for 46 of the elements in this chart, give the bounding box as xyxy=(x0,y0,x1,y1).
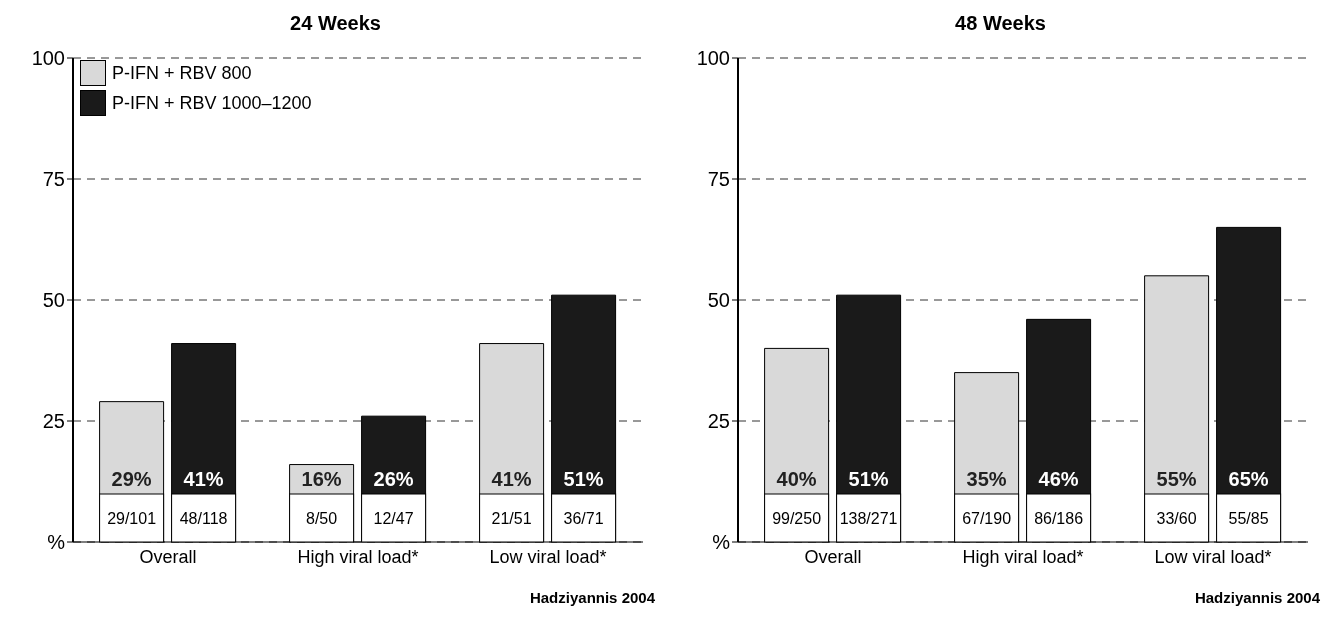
annotation: 99/250 xyxy=(772,510,822,527)
x-tick-label: Low viral load* xyxy=(489,546,607,567)
data-label: 26% xyxy=(373,468,414,490)
data-label: 29% xyxy=(111,468,152,490)
annotation: 12/47 xyxy=(373,510,414,527)
text: Hadziyannis 2004 xyxy=(1194,589,1320,606)
annotation: 29/101 xyxy=(107,510,157,527)
x-tick-label: High viral load* xyxy=(297,546,419,567)
annotation: 8/50 xyxy=(306,510,338,527)
data-label: 65% xyxy=(1228,468,1269,490)
data-label: 40% xyxy=(776,468,817,490)
legend-label: P-IFN + RBV 1000–1200 xyxy=(112,92,312,114)
legend-label: P-IFN + RBV 800 xyxy=(112,62,252,84)
data-label: 55% xyxy=(1156,468,1197,490)
annotation: 55/85 xyxy=(1228,510,1269,527)
y-tick-label: 25 xyxy=(707,410,730,433)
annotation: 86/186 xyxy=(1034,510,1084,527)
x-tick-label: Low viral load* xyxy=(1154,546,1272,567)
y-tick-label: 75 xyxy=(707,168,730,191)
y-tick-label: 50 xyxy=(707,289,730,312)
y-tick-label: 100 xyxy=(696,47,730,70)
data-label: 35% xyxy=(966,468,1007,490)
y-tick-label: 75 xyxy=(42,168,65,191)
y-tick-label: 100 xyxy=(31,47,65,70)
annotation: 138/271 xyxy=(839,510,898,527)
y-tick-label: % xyxy=(712,531,731,554)
annotation: 36/71 xyxy=(563,510,604,527)
data-label: 51% xyxy=(563,468,604,490)
text: Hadziyannis 2004 xyxy=(529,589,655,606)
chart-title: 24 Weeks xyxy=(289,12,382,35)
x-tick-label: Overall xyxy=(139,546,197,567)
data-label: 16% xyxy=(301,468,342,490)
y-tick-label: 25 xyxy=(42,410,65,433)
data-label: 51% xyxy=(848,468,889,490)
y-tick-label: % xyxy=(47,531,66,554)
data-label: 41% xyxy=(491,468,532,490)
chart-title: 48 Weeks xyxy=(954,12,1047,35)
x-tick-label: High viral load* xyxy=(962,546,1084,567)
x-tick-label: Overall xyxy=(804,546,862,567)
data-label: 41% xyxy=(183,468,224,490)
annotation: 67/190 xyxy=(962,510,1012,527)
y-tick-label: 50 xyxy=(42,289,65,312)
data-label: 46% xyxy=(1038,468,1079,490)
annotation: 33/60 xyxy=(1156,510,1197,527)
annotation: 48/118 xyxy=(179,510,228,527)
annotation: 21/51 xyxy=(491,510,532,527)
